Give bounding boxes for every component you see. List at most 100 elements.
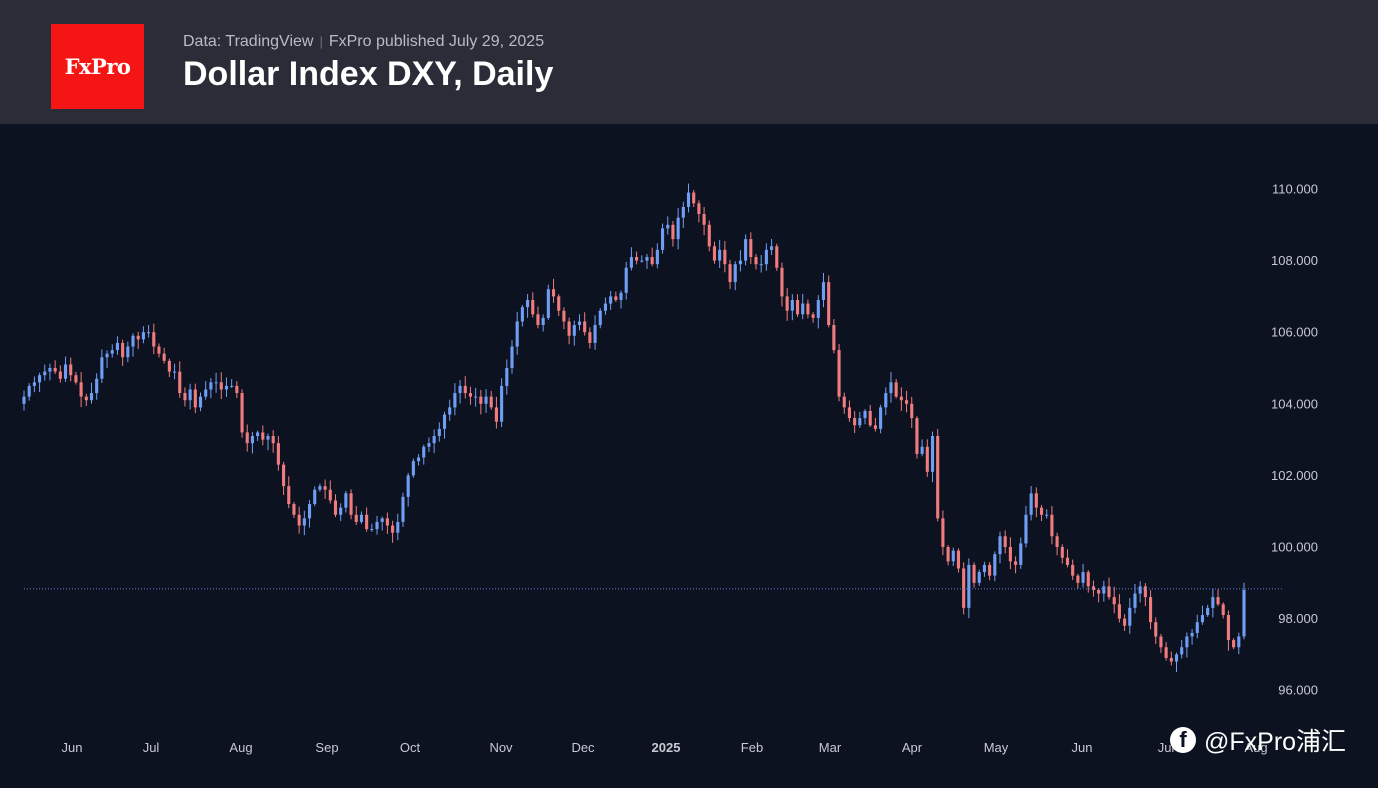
candle-body (671, 224, 675, 240)
candle-body (899, 396, 903, 401)
candle (313, 486, 317, 507)
candle (982, 561, 986, 577)
candle-body (162, 353, 166, 361)
candle-body (1076, 575, 1080, 583)
candle-body (697, 203, 701, 215)
candle (318, 483, 322, 492)
candle-body (993, 554, 997, 576)
candle (593, 315, 597, 350)
candle-body (147, 332, 151, 334)
candle (235, 381, 239, 399)
candle-body (1117, 604, 1121, 619)
candle (879, 404, 883, 434)
chart-title: Dollar Index DXY, Daily (183, 55, 554, 93)
candle (271, 430, 275, 453)
candle-body (718, 249, 722, 261)
candle (442, 411, 447, 439)
candle (977, 569, 981, 586)
y-tick-label: 104.000 (1271, 396, 1318, 411)
candle (640, 255, 644, 263)
candle (889, 371, 893, 403)
candle-body (1014, 561, 1018, 565)
candle-body (422, 446, 426, 458)
candle-body (157, 346, 161, 354)
candle (266, 433, 270, 451)
candle (282, 461, 286, 496)
candle-body (1232, 640, 1236, 648)
candle-body (790, 299, 794, 311)
candle-body (1045, 514, 1049, 516)
candle (1107, 577, 1111, 600)
candle-body (676, 217, 680, 240)
candle-body (131, 335, 135, 347)
candle-body (1159, 636, 1163, 648)
candle-body (930, 436, 935, 472)
candle (1216, 589, 1220, 607)
candle-body (1242, 589, 1246, 637)
candle (219, 372, 223, 399)
candle-body (1102, 586, 1106, 594)
x-tick-label: Sep (315, 740, 338, 755)
candle (422, 444, 426, 465)
candle (359, 511, 364, 524)
candle (474, 387, 478, 407)
candle (1091, 580, 1096, 597)
candle-body (536, 314, 540, 326)
candle (526, 294, 530, 318)
candle (998, 531, 1002, 564)
candle (671, 220, 675, 247)
x-tick-label: Aug (1244, 740, 1267, 755)
candle-body (598, 310, 602, 326)
candle (546, 284, 550, 320)
candle (411, 458, 415, 478)
y-axis: 110.000 108.000 106.000 104.000 102.000 100.0… (1271, 182, 1318, 698)
candle (764, 243, 768, 271)
candle (121, 339, 125, 366)
candle (292, 502, 296, 518)
candle (38, 372, 42, 392)
candle-body (27, 385, 31, 397)
candle (287, 476, 291, 509)
candle (193, 383, 197, 414)
candle (650, 247, 654, 267)
candle (728, 259, 732, 290)
candle (1226, 610, 1230, 651)
candle-body (645, 257, 649, 261)
candle-body (126, 346, 130, 358)
candle-body (152, 332, 156, 347)
facebook-icon: f (1170, 727, 1196, 753)
candle-body (38, 375, 42, 383)
candle (58, 365, 62, 383)
candle-body (531, 299, 535, 315)
candle (832, 319, 836, 354)
candle-body (32, 382, 36, 386)
candle (276, 436, 280, 471)
candle-body (1180, 647, 1184, 655)
candle (1123, 614, 1127, 632)
candle-body (333, 500, 338, 515)
candle-body (842, 396, 846, 408)
candle (1029, 486, 1033, 521)
candle-body (1029, 493, 1033, 515)
candle (1076, 573, 1080, 589)
candle-body (1221, 604, 1225, 616)
candle (712, 241, 717, 264)
candle (785, 287, 789, 321)
candle-body (328, 489, 332, 501)
candle (1117, 594, 1121, 623)
candles-group (22, 183, 1246, 673)
candle (95, 373, 99, 400)
candle-body (406, 475, 410, 497)
x-tick-label: Jun (1072, 740, 1093, 755)
candle-body (977, 572, 981, 583)
candle-body (474, 396, 478, 398)
x-tick-label: Oct (400, 740, 421, 755)
candle (619, 290, 623, 309)
y-tick-label: 98.000 (1278, 611, 1318, 626)
candle (1200, 605, 1205, 625)
candle (702, 207, 706, 236)
candle-body (998, 536, 1002, 555)
candle (1019, 537, 1023, 569)
candle (375, 515, 379, 535)
candle-body (79, 382, 83, 397)
